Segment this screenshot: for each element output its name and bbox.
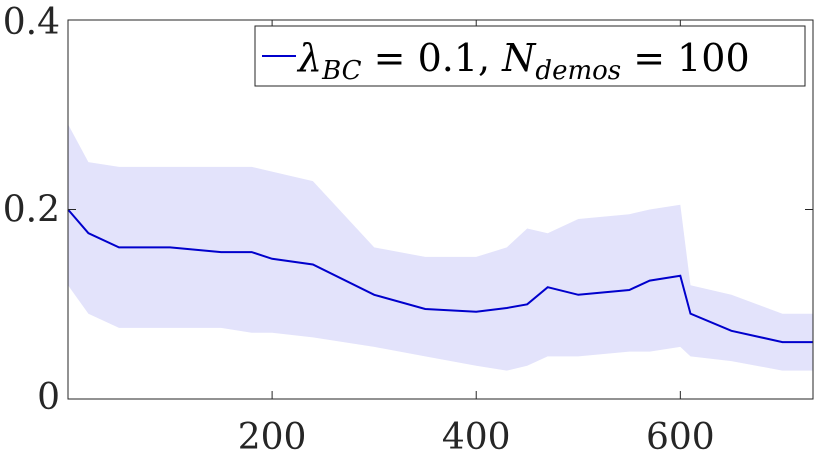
x-tick-label: 600 [646, 417, 715, 451]
x-tick-label: 200 [238, 417, 307, 451]
y-tick-label: 0.2 [3, 190, 60, 231]
series-line [67, 208, 813, 344]
legend-label: λBC = 0.1, Ndemos = 100 [296, 36, 750, 86]
legend-lambda: λ [296, 36, 322, 80]
legend-box [254, 25, 806, 87]
y-tick-label: 0.4 [3, 2, 60, 43]
y-tick-label: 0 [37, 377, 60, 418]
plot-area [67, 124, 813, 371]
axis-ticks: 200 400 600 0 0.2 0.4 [3, 2, 813, 451]
confidence-band [68, 124, 813, 371]
legend-eq1: = 0.1, [362, 36, 503, 80]
x-tick-label: 400 [442, 417, 511, 451]
legend-eq2: = 100 [621, 36, 750, 80]
legend-n-subscript: demos [535, 56, 621, 86]
legend-lambda-subscript: BC [321, 56, 362, 86]
legend: λBC = 0.1, Ndemos = 100 [254, 25, 806, 87]
legend-n: N [501, 36, 537, 80]
